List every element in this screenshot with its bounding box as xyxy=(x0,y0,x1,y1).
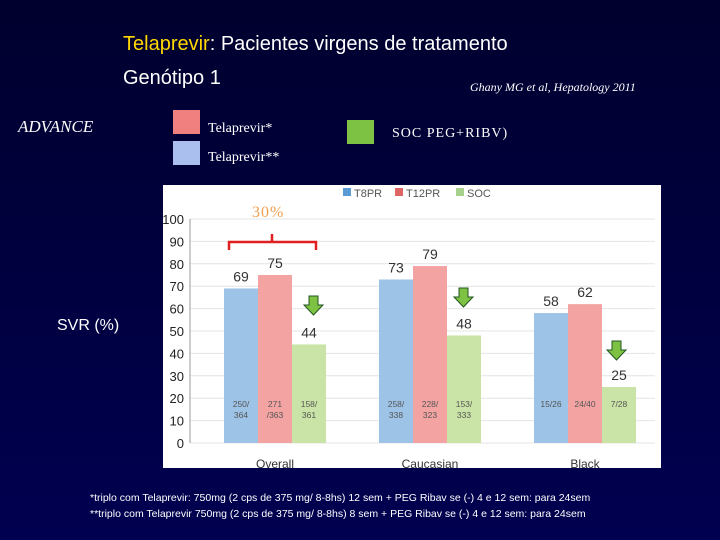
inner-label-line: 153/ xyxy=(456,399,473,409)
bar xyxy=(413,266,447,443)
bar xyxy=(447,335,481,443)
value-label: 69 xyxy=(233,268,249,284)
y-tick-label: 80 xyxy=(170,257,184,272)
bar xyxy=(379,279,413,443)
value-label: 79 xyxy=(422,246,438,262)
legend-label: Telaprevir* xyxy=(208,121,272,136)
slide-title: Telaprevir: Pacientes virgens de tratame… xyxy=(123,33,508,55)
inner-label: 24/40 xyxy=(574,399,596,409)
arrow xyxy=(452,287,475,308)
inner-label-line: 364 xyxy=(234,410,248,420)
value-label: 73 xyxy=(388,259,404,275)
inner-label: 258/338 xyxy=(388,399,405,420)
y-tick-label: 100 xyxy=(162,212,184,227)
inner-label-line: 15/26 xyxy=(540,399,562,409)
value-label: 62 xyxy=(577,284,593,300)
inner-label-line: 338 xyxy=(389,410,403,420)
legend-label: T12PR xyxy=(406,188,440,200)
legend-swatch xyxy=(343,188,351,196)
inner-label-line: 228/ xyxy=(422,399,439,409)
inner-label-line: 258/ xyxy=(388,399,405,409)
inner-label-line: 323 xyxy=(423,410,437,420)
arrow xyxy=(605,340,628,361)
legend-label: Telaprevir** xyxy=(208,150,279,165)
inner-label-line: 250/ xyxy=(233,399,250,409)
bracket xyxy=(227,234,318,250)
subtitle: Genótipo 1 xyxy=(123,67,221,89)
footnote: *triplo com Telaprevir: 750mg (2 cps de … xyxy=(90,492,590,504)
legend-label: SOC xyxy=(467,188,491,200)
bar xyxy=(258,275,292,443)
inner-label-line: 24/40 xyxy=(574,399,596,409)
inner-label: 228/323 xyxy=(422,399,439,420)
inner-label-line: /363 xyxy=(267,410,284,420)
inner-label-line: 333 xyxy=(457,410,471,420)
inner-label-line: 158/ xyxy=(301,399,318,409)
y-tick-label: 30 xyxy=(170,369,184,384)
study-name: ADVANCE xyxy=(17,117,94,136)
x-tick-label: Overall xyxy=(256,457,294,471)
y-tick-label: 10 xyxy=(170,414,184,429)
bar xyxy=(534,313,568,443)
inner-label: 271/363 xyxy=(267,399,284,420)
y-tick-label: 60 xyxy=(170,302,184,317)
arrow xyxy=(302,295,325,316)
value-label: 58 xyxy=(543,293,559,309)
inner-label: 15/26 xyxy=(540,399,562,409)
annotation: 30% xyxy=(252,204,284,221)
y-tick-label: 0 xyxy=(177,436,184,451)
legend-swatch xyxy=(173,141,200,165)
citation: Ghany MG et al, Hepatology 2011 xyxy=(470,80,636,94)
inner-label-line: 361 xyxy=(302,410,316,420)
y-tick-label: 20 xyxy=(170,391,184,406)
title-highlight: Telaprevir xyxy=(123,33,210,55)
value-label: 44 xyxy=(301,324,317,340)
title-rest: : Pacientes virgens de tratamento xyxy=(210,33,508,55)
y-tick-label: 70 xyxy=(170,279,184,294)
footnote: **triplo com Telaprevir 750mg (2 cps de … xyxy=(90,508,586,520)
axis-label: SVR (%) xyxy=(57,317,119,334)
inner-label: 7/28 xyxy=(611,399,628,409)
x-tick-label: Caucasian xyxy=(402,457,459,471)
value-label: 25 xyxy=(611,367,627,383)
legend-label: SOC PEG+RIBV) xyxy=(392,126,508,141)
value-label: 75 xyxy=(267,255,283,271)
bar xyxy=(568,304,602,443)
bar xyxy=(602,387,636,443)
inner-label-line: 271 xyxy=(268,399,282,409)
legend-swatch xyxy=(173,110,200,134)
inner-label: 153/333 xyxy=(456,399,473,420)
x-tick-label: Black xyxy=(570,457,600,471)
legend-swatch xyxy=(347,120,374,144)
bar xyxy=(224,288,258,443)
legend-label: T8PR xyxy=(354,188,382,200)
chart: 0 10 20 30 40 50 60 70 80 90 100 T8PR T12PR SOC Overal… xyxy=(162,188,655,471)
inner-label: 158/361 xyxy=(301,399,318,420)
value-label: 48 xyxy=(456,315,472,331)
inner-label-line: 7/28 xyxy=(611,399,628,409)
legend-swatch xyxy=(456,188,464,196)
y-tick-label: 50 xyxy=(170,324,184,339)
bar xyxy=(292,344,326,443)
legend-swatch xyxy=(395,188,403,196)
arrows xyxy=(302,287,628,361)
inner-label: 250/364 xyxy=(233,399,250,420)
y-tick-label: 40 xyxy=(170,346,184,361)
y-tick-label: 90 xyxy=(170,234,184,249)
